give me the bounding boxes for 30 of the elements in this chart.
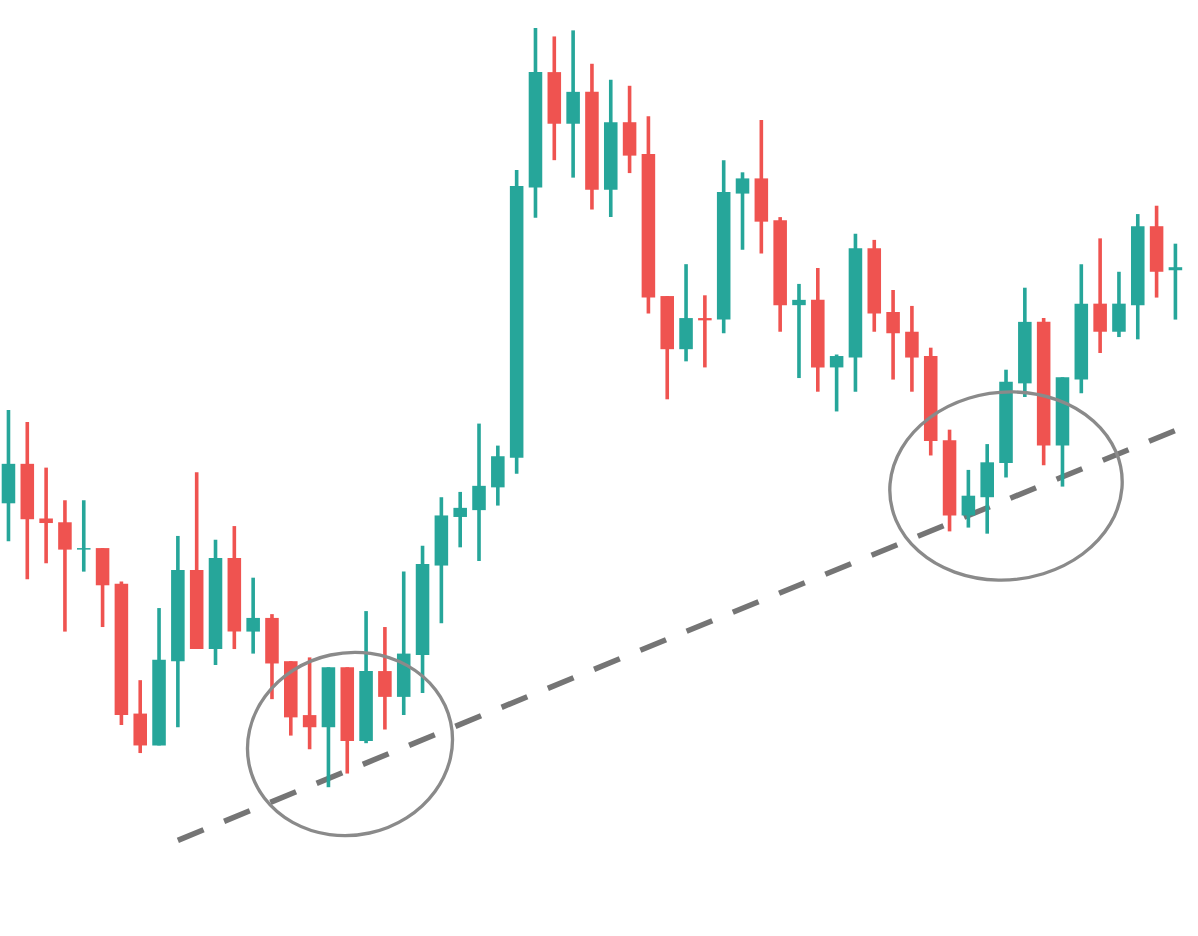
candlestick <box>302 655 317 752</box>
candlestick <box>980 442 994 536</box>
candlestick <box>378 625 392 732</box>
candlestick <box>491 443 505 508</box>
candlestick <box>265 612 279 701</box>
candlestick <box>566 28 580 180</box>
candlestick <box>39 465 53 566</box>
candlestick <box>1168 241 1183 322</box>
candlestick <box>735 170 750 252</box>
candlestick <box>95 546 110 629</box>
candlestick <box>1149 203 1164 300</box>
candlestick <box>396 569 411 717</box>
candlestick <box>472 421 486 563</box>
candlestick <box>453 490 467 550</box>
candlestick <box>1 408 16 544</box>
candlestick <box>76 498 91 574</box>
candlestick <box>792 282 806 380</box>
candlestick <box>905 304 919 394</box>
candlestick <box>698 293 712 370</box>
candlestick <box>246 575 260 656</box>
candlestick <box>829 352 844 414</box>
candlestick <box>622 83 637 175</box>
candlestick <box>754 118 769 256</box>
candlestick <box>679 262 693 364</box>
candlestick <box>886 288 900 382</box>
candlestick <box>58 498 72 634</box>
candlestick <box>1093 236 1107 355</box>
candlestick <box>1112 269 1126 339</box>
candlestick <box>133 678 147 755</box>
candlestick <box>961 468 976 530</box>
